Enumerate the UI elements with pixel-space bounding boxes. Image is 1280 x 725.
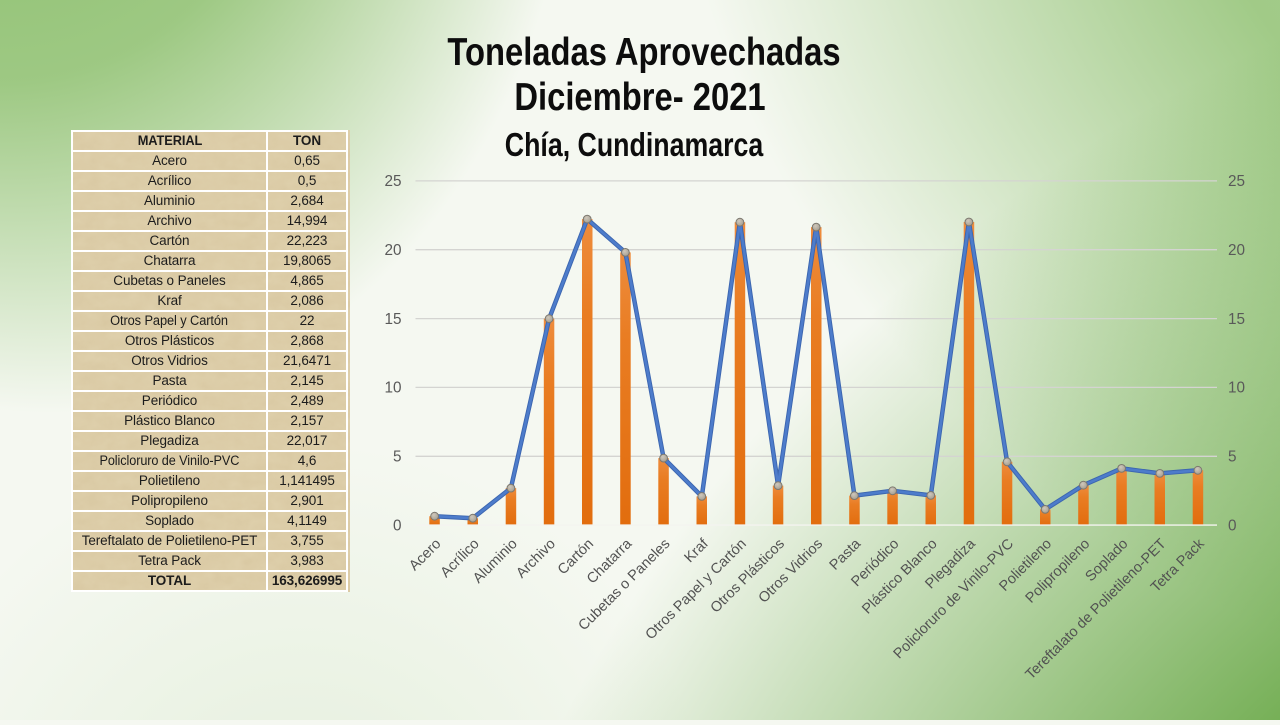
svg-text:10: 10: [1228, 380, 1245, 397]
svg-text:25: 25: [384, 173, 401, 190]
svg-text:Archivo: Archivo: [513, 536, 559, 582]
svg-text:10: 10: [384, 380, 401, 397]
svg-text:0: 0: [1228, 517, 1237, 534]
svg-text:Kraf: Kraf: [682, 535, 713, 566]
svg-text:25: 25: [1228, 173, 1245, 190]
svg-text:Tereftalato de Polietileno-PET: Tereftalato de Polietileno-PET: [1023, 536, 1170, 683]
svg-text:15: 15: [1228, 311, 1245, 328]
svg-text:5: 5: [393, 449, 402, 466]
svg-text:20: 20: [384, 242, 401, 259]
svg-text:0: 0: [393, 517, 402, 534]
svg-text:5: 5: [1228, 449, 1237, 466]
svg-text:15: 15: [384, 311, 401, 328]
svg-text:20: 20: [1228, 242, 1245, 259]
